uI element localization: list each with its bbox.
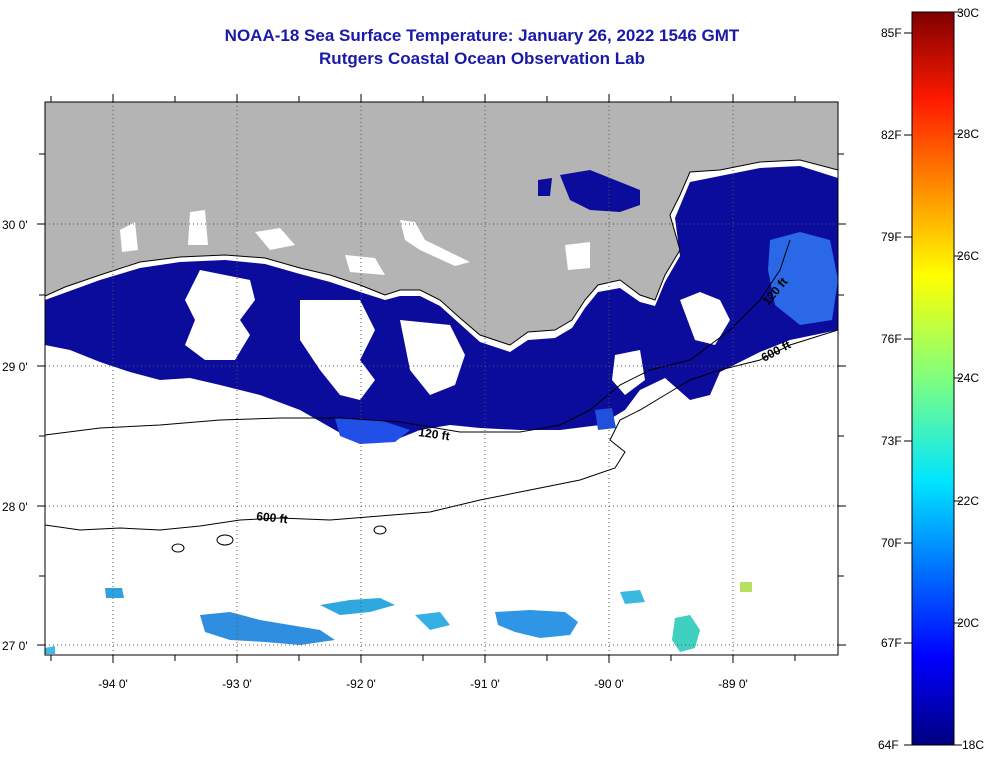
- map-subtitle: Rutgers Coastal Ocean Observation Lab: [319, 49, 645, 68]
- cloud-patch: [400, 320, 465, 395]
- colorbar-celsius-label: 30C: [957, 6, 979, 20]
- warmer-water-patch: [335, 418, 410, 444]
- lon-tick-label: -94 0': [98, 677, 128, 691]
- cloud-patch: [612, 350, 645, 395]
- cold-water-region: [538, 178, 552, 196]
- warmer-water-patch: [595, 408, 616, 430]
- cloud-patch: [300, 300, 375, 400]
- colorbar-fahrenheit-label: 67F: [881, 636, 902, 650]
- lon-tick-label: -90 0': [594, 677, 624, 691]
- lon-tick-label: -93 0': [222, 677, 252, 691]
- contour-label: 600 ft: [256, 509, 289, 526]
- lon-tick-label: -92 0': [346, 677, 376, 691]
- colorbar-celsius-label: 22C: [957, 494, 979, 508]
- colorbar-fahrenheit-label: 64F: [878, 738, 899, 752]
- warm-water-patch: [620, 590, 645, 604]
- colorbar-fahrenheit-label: 82F: [881, 128, 902, 142]
- cloud-patch: [565, 242, 590, 270]
- warm-water-patch: [105, 588, 124, 598]
- depth-contour-600ft: [216, 534, 234, 546]
- cloud-patch: [188, 210, 208, 245]
- colorbar-celsius-label: 20C: [957, 616, 979, 630]
- lat-tick-label: 27 0': [2, 639, 28, 653]
- warm-water-patch: [672, 615, 700, 652]
- cloud-patch: [345, 255, 385, 275]
- coastline: [45, 159, 838, 346]
- depth-contour-120ft: [45, 239, 791, 436]
- warm-water-patch: [320, 598, 395, 615]
- colorbar-celsius-label: 18C: [962, 738, 984, 752]
- colorbar: [911, 11, 955, 746]
- cloud-patch: [185, 270, 255, 360]
- map-frame: [44, 101, 839, 656]
- lon-tick-label: -89 0': [718, 677, 748, 691]
- colorbar-fahrenheit-label: 76F: [881, 332, 902, 346]
- lat-tick-label: 30 0': [2, 218, 28, 232]
- cloud-patch: [255, 228, 295, 250]
- cold-water-region: [560, 170, 640, 212]
- depth-contour-600ft: [171, 543, 185, 553]
- warm-water-patch: [45, 646, 55, 654]
- colorbar-fahrenheit-label: 73F: [881, 434, 902, 448]
- map-title: NOAA-18 Sea Surface Temperature: January…: [224, 26, 740, 45]
- warm-water-patch: [495, 610, 578, 638]
- warm-water-patch: [200, 612, 335, 645]
- warm-water-patch: [415, 612, 450, 630]
- depth-contour-600ft: [45, 329, 838, 531]
- warmer-water-patch: [768, 232, 838, 325]
- colorbar-celsius-label: 26C: [957, 249, 979, 263]
- colorbar-fahrenheit-label: 85F: [881, 26, 902, 40]
- colorbar-celsius-label: 28C: [957, 127, 979, 141]
- depth-contour-600ft: [373, 525, 387, 535]
- colorbar-celsius-label: 24C: [957, 371, 979, 385]
- lon-tick-label: -91 0': [470, 677, 500, 691]
- lat-tick-label: 29 0': [2, 360, 28, 374]
- cloud-patch: [680, 292, 730, 345]
- contour-label: 120 ft: [418, 425, 451, 443]
- warm-water-patch: [740, 582, 752, 592]
- lat-tick-label: 28 0': [2, 500, 28, 514]
- colorbar-fahrenheit-label: 79F: [881, 230, 902, 244]
- colorbar-fahrenheit-label: 70F: [881, 536, 902, 550]
- cloud-patch: [120, 222, 138, 252]
- cloud-patch: [400, 220, 470, 266]
